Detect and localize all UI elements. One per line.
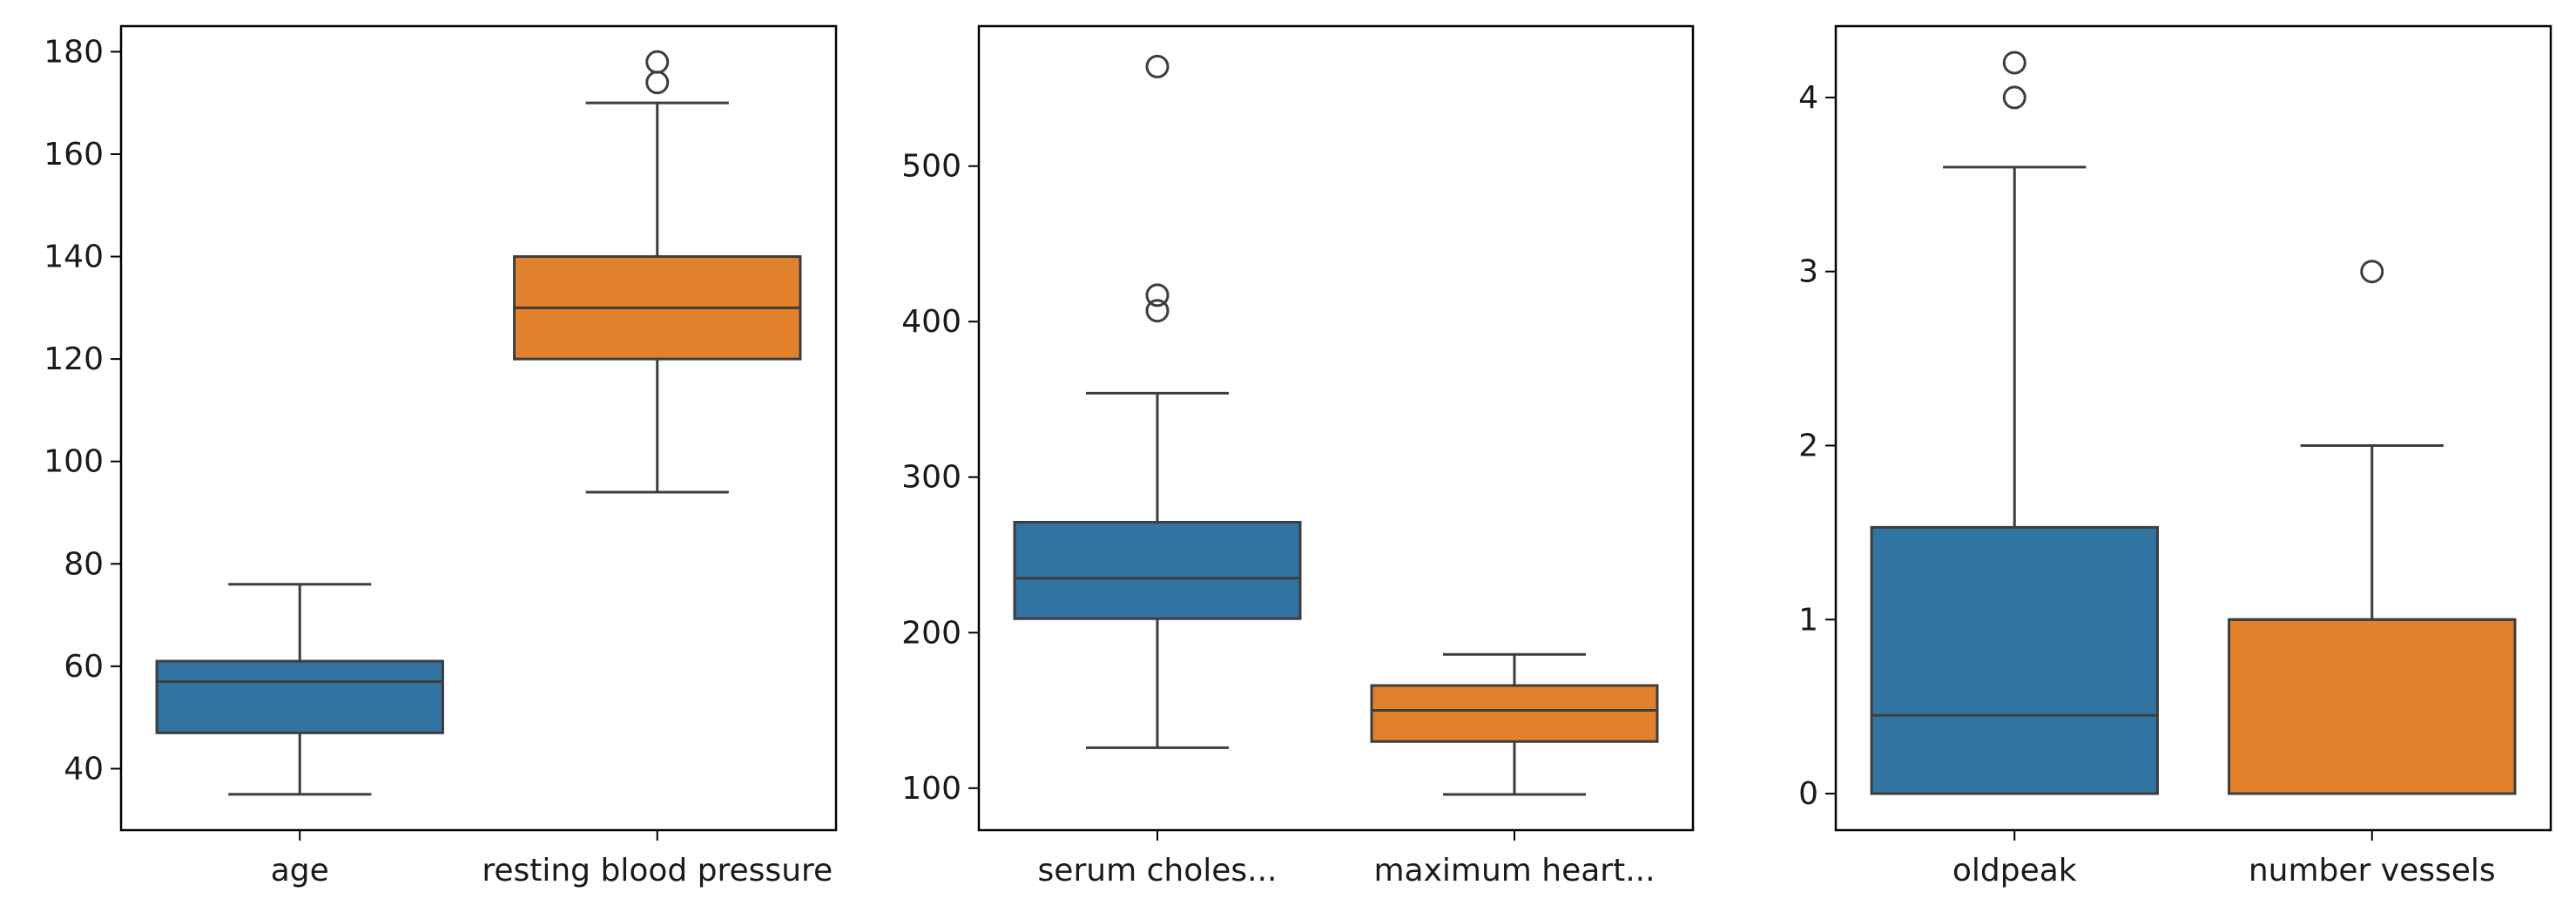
- x-tick-label: maximum heart...: [1373, 853, 1655, 889]
- y-tick-label: 80: [64, 546, 104, 582]
- outlier-point: [2002, 51, 2026, 75]
- iqr-box: [1870, 525, 2159, 795]
- y-tick-label: 3: [1798, 254, 1818, 290]
- x-tick-label: serum choles...: [1038, 853, 1278, 889]
- y-tick-label: 0: [1798, 776, 1818, 812]
- box-2: [2228, 260, 2517, 795]
- outlier-point: [645, 50, 670, 74]
- outlier-point: [1145, 54, 1170, 78]
- outlier-point: [1145, 283, 1170, 307]
- outlier-point: [2360, 260, 2384, 284]
- iqr-box: [1370, 684, 1659, 743]
- y-tick-label: 160: [44, 137, 104, 172]
- iqr-box: [1013, 521, 1302, 620]
- x-tick-label: resting blood pressure: [482, 853, 833, 889]
- y-tick-label: 4: [1798, 80, 1818, 116]
- y-tick-label: 100: [44, 444, 104, 480]
- iqr-box: [2228, 618, 2517, 795]
- y-tick-label: 40: [64, 751, 104, 787]
- outlier-point: [645, 71, 670, 95]
- panel-1: 40 60 80 100 120 140 160 180 age resting blood pr…: [44, 24, 838, 889]
- panel-2: 100 200 300 400 500 serum choles... maximum he…: [901, 24, 1695, 889]
- box-1: [1870, 51, 2159, 795]
- box-2: [1370, 652, 1659, 796]
- axes-frame: [977, 24, 1695, 832]
- y-tick-label: 140: [44, 240, 104, 275]
- y-tick-label: 120: [44, 341, 104, 377]
- y-tick-label: 1: [1798, 602, 1818, 638]
- y-tick-label: 500: [901, 149, 961, 185]
- x-tick-label: age: [271, 853, 329, 889]
- y-tick-label: 400: [901, 304, 961, 340]
- box-1: [155, 583, 444, 796]
- axes-frame: [119, 24, 838, 832]
- panel-3: 0 1 2 3 4 oldpeak number vessels: [1798, 24, 2552, 889]
- y-tick-label: 100: [901, 771, 961, 807]
- iqr-box: [155, 659, 444, 734]
- x-tick-label: oldpeak: [1952, 853, 2077, 889]
- axes-frame: [1834, 24, 2552, 832]
- x-tick-label: number vessels: [2249, 853, 2496, 889]
- box-1: [1013, 54, 1302, 749]
- y-tick-label: 300: [901, 460, 961, 496]
- y-tick-label: 2: [1798, 428, 1818, 463]
- y-tick-label: 180: [44, 34, 104, 70]
- outlier-point: [1145, 299, 1170, 323]
- outlier-point: [2002, 85, 2026, 110]
- y-tick-label: 60: [64, 649, 104, 685]
- y-tick-label: 200: [901, 615, 961, 651]
- box-2: [513, 50, 802, 494]
